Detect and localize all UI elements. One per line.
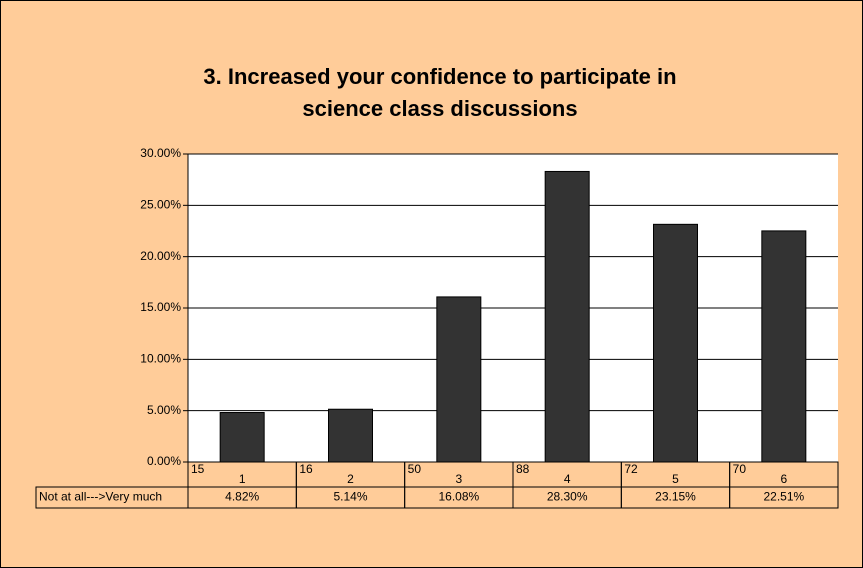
count-label: 50: [408, 462, 422, 476]
count-label: 72: [624, 462, 638, 476]
bar: [436, 296, 482, 463]
value-label: 22.51%: [763, 490, 804, 504]
bar: [653, 223, 698, 463]
x-tick-label: 1: [239, 472, 246, 486]
y-tick-label: 5.00%: [147, 403, 181, 417]
bar: [219, 412, 265, 463]
chart-title: 3. Increased your confidence to particip…: [203, 64, 676, 89]
count-label: 88: [516, 462, 530, 476]
y-tick-label: 25.00%: [140, 198, 181, 212]
value-label: 16.08%: [438, 490, 479, 504]
count-label: 15: [191, 462, 205, 476]
value-label: 28.30%: [547, 490, 588, 504]
value-label: 4.82%: [225, 490, 259, 504]
chart-title: science class discussions: [302, 96, 577, 121]
y-tick-label: 10.00%: [140, 352, 181, 366]
count-label: 70: [733, 462, 747, 476]
x-tick-label: 5: [672, 472, 679, 486]
y-tick-label: 15.00%: [140, 300, 181, 314]
count-label: 16: [299, 462, 313, 476]
bar: [544, 170, 590, 463]
bar: [761, 230, 807, 463]
x-tick-label: 2: [347, 472, 354, 486]
x-tick-label: 3: [455, 472, 462, 486]
x-tick-label: 6: [780, 472, 787, 486]
x-tick-label: 4: [564, 472, 571, 486]
value-label: 23.15%: [655, 490, 696, 504]
y-tick-label: 30.00%: [140, 146, 181, 160]
y-tick-label: 0.00%: [147, 454, 181, 468]
y-tick-label: 20.00%: [140, 249, 181, 263]
row-label: Not at all--->Very much: [39, 490, 162, 504]
bar: [328, 408, 373, 463]
value-label: 5.14%: [333, 490, 367, 504]
